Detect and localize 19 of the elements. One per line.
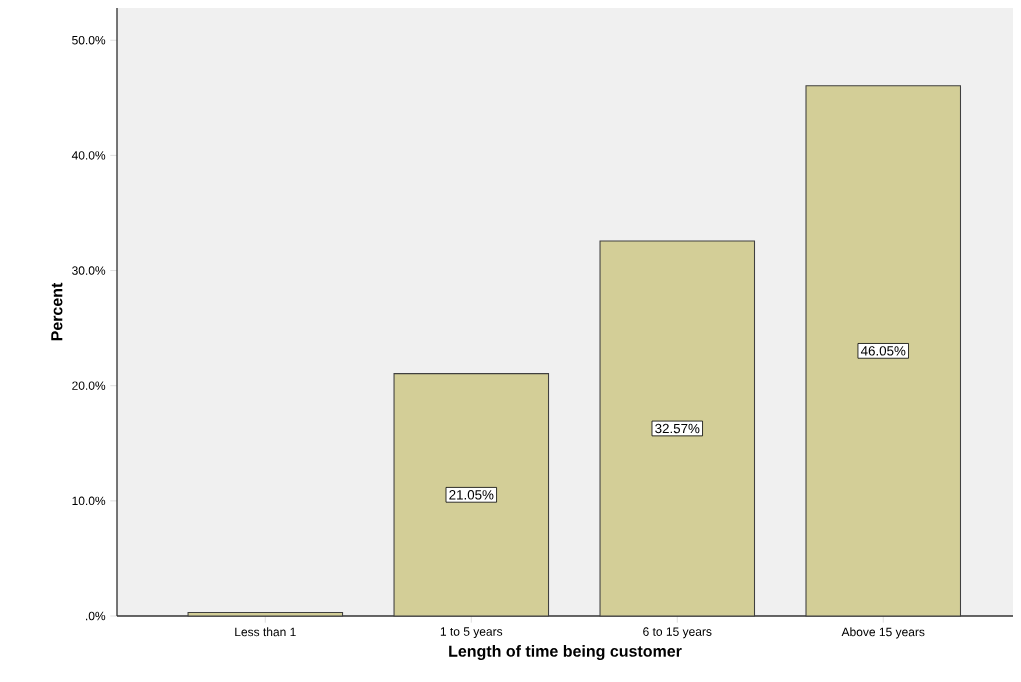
x-tick-label: 1 to 5 years [440,627,503,639]
data-label: 32.57% [655,423,700,434]
y-tick-label: 10.0% [72,496,106,506]
bar [599,240,756,617]
x-tick-label: Less than 1 [235,627,296,637]
y-tick-label: 30.0% [72,266,106,275]
y-tick-label: 20.0% [72,381,106,390]
x-tick-label: 6 to 15 years [643,627,712,639]
y-axis-title: Percent [51,282,63,341]
x-tick-label: Above 15 years [841,627,925,639]
bar [393,373,550,617]
data-label: 46.05% [860,346,906,356]
bar [187,612,344,617]
data-label: 21.05% [449,490,494,500]
y-tick-label: .0% [86,611,106,621]
bar [805,85,962,617]
y-tick-label: 50.0% [72,35,106,45]
x-axis-title: Length of time being customer [449,645,682,661]
y-tick-label: 40.0% [71,151,106,160]
